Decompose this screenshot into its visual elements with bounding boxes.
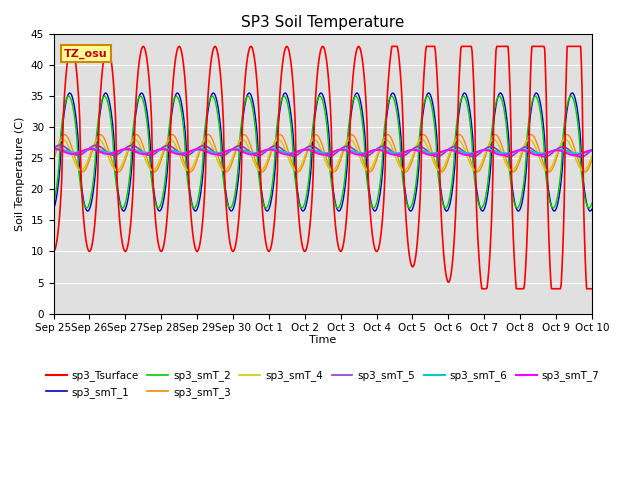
sp3_smT_5: [588, 147, 596, 153]
sp3_smT_1: [115, 193, 122, 199]
sp3_smT_3: [198, 142, 205, 148]
sp3_smT_3: [170, 132, 177, 138]
sp3_smT_5: [56, 143, 64, 148]
sp3_smT_2: [405, 205, 413, 211]
sp3_Tsurface: [115, 205, 122, 211]
sp3_smT_6: [404, 148, 412, 154]
sp3_smT_4: [115, 167, 122, 173]
sp3_smT_5: [577, 154, 584, 160]
Line: sp3_smT_7: sp3_smT_7: [54, 149, 592, 155]
Line: sp3_smT_1: sp3_smT_1: [54, 93, 592, 211]
sp3_smT_7: [116, 148, 124, 154]
sp3_smT_4: [60, 137, 67, 143]
sp3_smT_4: [170, 139, 177, 144]
Line: sp3_smT_3: sp3_smT_3: [54, 134, 592, 172]
sp3_smT_7: [60, 149, 68, 155]
sp3_Tsurface: [170, 76, 177, 82]
sp3_smT_2: [50, 200, 58, 206]
sp3_smT_1: [170, 101, 177, 107]
sp3_smT_6: [198, 146, 206, 152]
sp3_smT_3: [388, 137, 396, 143]
sp3_Tsurface: [404, 245, 412, 251]
sp3_smT_3: [115, 169, 122, 175]
sp3_smT_6: [588, 147, 596, 153]
sp3_smT_7: [571, 152, 579, 158]
sp3_smT_1: [425, 90, 433, 96]
sp3_Tsurface: [60, 116, 67, 121]
sp3_smT_2: [60, 110, 67, 116]
sp3_smT_3: [492, 132, 499, 137]
sp3_smT_3: [60, 132, 67, 138]
sp3_smT_7: [198, 147, 206, 153]
sp3_smT_1: [588, 206, 596, 212]
Text: TZ_osu: TZ_osu: [64, 48, 108, 59]
sp3_smT_7: [389, 152, 397, 157]
sp3_smT_3: [509, 169, 517, 175]
Line: sp3_smT_5: sp3_smT_5: [54, 145, 592, 157]
sp3_smT_7: [588, 147, 596, 153]
Y-axis label: Soil Temperature (C): Soil Temperature (C): [15, 117, 25, 231]
sp3_smT_4: [390, 148, 397, 154]
sp3_smT_5: [116, 150, 124, 156]
sp3_Tsurface: [388, 44, 396, 49]
sp3_smT_4: [50, 153, 58, 159]
sp3_smT_6: [53, 146, 61, 152]
sp3_smT_5: [60, 144, 68, 149]
sp3_smT_1: [198, 182, 205, 188]
sp3_smT_5: [50, 145, 58, 151]
sp3_smT_6: [574, 151, 582, 156]
sp3_smT_7: [170, 150, 178, 156]
sp3_smT_2: [115, 196, 122, 202]
sp3_smT_2: [588, 200, 596, 206]
sp3_smT_7: [404, 148, 412, 154]
sp3_Tsurface: [198, 228, 205, 233]
sp3_smT_6: [60, 147, 68, 153]
sp3_smT_2: [136, 93, 144, 99]
sp3_Tsurface: [389, 44, 397, 49]
sp3_smT_4: [588, 153, 596, 159]
Line: sp3_smT_2: sp3_smT_2: [54, 96, 592, 208]
sp3_smT_5: [198, 143, 206, 149]
sp3_smT_1: [50, 206, 58, 212]
sp3_smT_3: [588, 157, 596, 163]
sp3_smT_5: [404, 150, 412, 156]
sp3_smT_4: [346, 137, 354, 143]
sp3_Tsurface: [478, 286, 486, 292]
sp3_smT_6: [389, 150, 397, 156]
sp3_smT_7: [51, 146, 58, 152]
sp3_smT_2: [390, 95, 397, 101]
sp3_smT_1: [60, 117, 67, 123]
sp3_smT_5: [170, 145, 178, 151]
sp3_smT_6: [116, 148, 124, 154]
sp3_Tsurface: [50, 249, 58, 254]
sp3_smT_2: [154, 205, 162, 211]
sp3_smT_1: [443, 208, 451, 214]
sp3_smT_4: [198, 142, 205, 147]
sp3_smT_1: [388, 91, 396, 96]
sp3_smT_4: [328, 168, 336, 174]
sp3_smT_3: [50, 157, 58, 163]
sp3_smT_2: [200, 146, 207, 152]
sp3_smT_6: [170, 148, 178, 154]
Line: sp3_Tsurface: sp3_Tsurface: [54, 47, 592, 289]
sp3_smT_1: [404, 203, 412, 208]
sp3_smT_2: [171, 95, 179, 100]
sp3_smT_7: [50, 146, 58, 152]
Line: sp3_smT_4: sp3_smT_4: [54, 140, 592, 171]
sp3_smT_5: [389, 149, 397, 155]
X-axis label: Time: Time: [309, 335, 337, 345]
sp3_smT_6: [50, 146, 58, 152]
sp3_smT_4: [405, 161, 413, 167]
Legend: sp3_Tsurface, sp3_smT_1, sp3_smT_2, sp3_smT_3, sp3_smT_4, sp3_smT_5, sp3_smT_6, : sp3_Tsurface, sp3_smT_1, sp3_smT_2, sp3_…: [42, 366, 604, 402]
Line: sp3_smT_6: sp3_smT_6: [54, 149, 592, 154]
sp3_smT_3: [404, 168, 412, 174]
Title: SP3 Soil Temperature: SP3 Soil Temperature: [241, 15, 404, 30]
sp3_Tsurface: [588, 286, 596, 292]
